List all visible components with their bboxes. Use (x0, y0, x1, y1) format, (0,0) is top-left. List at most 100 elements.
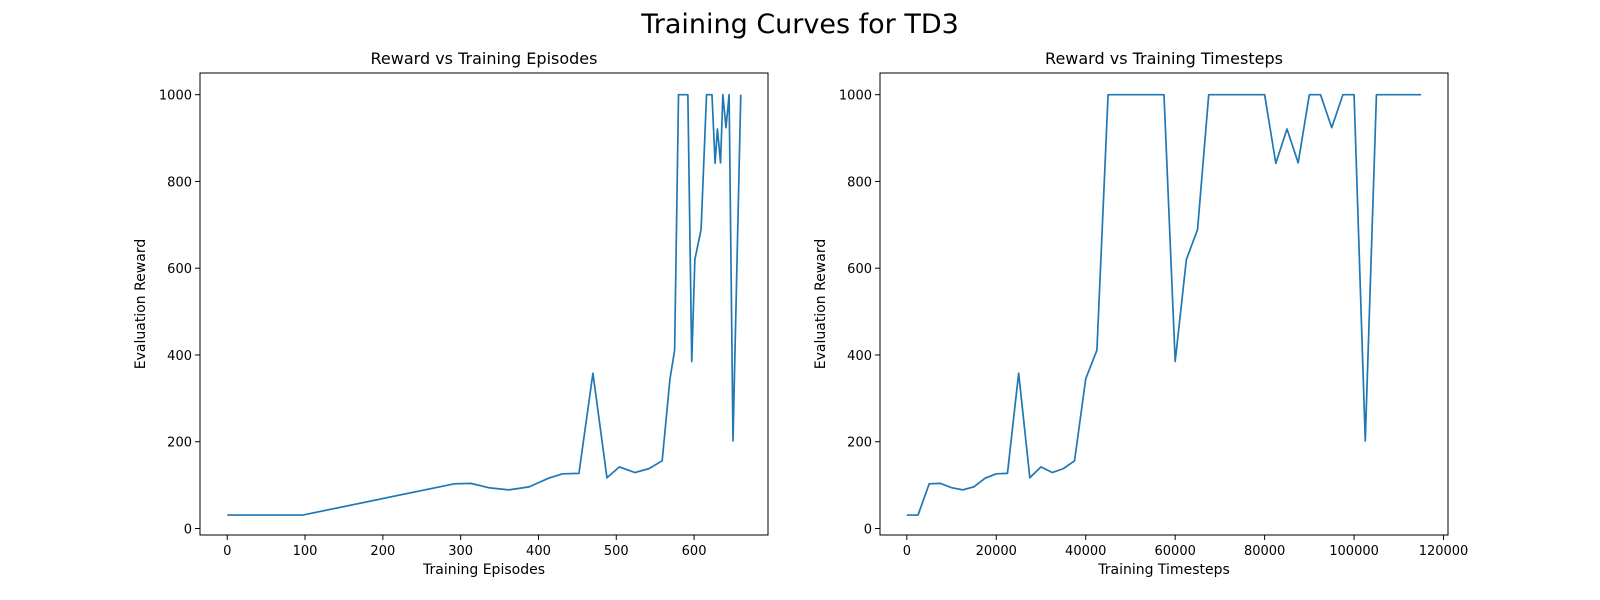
chart-reward-vs-episodes: 0 100 200 300 400 500 600 0 200 400 600 800 1000 Rewa… (133, 49, 769, 578)
data-point (578, 473, 580, 475)
data-point (674, 349, 676, 351)
data-point (1185, 259, 1187, 261)
x-tick-label: 100 (293, 544, 318, 559)
data-point (720, 162, 722, 164)
data-point (725, 127, 727, 129)
data-point (1096, 349, 1098, 351)
data-point (951, 487, 953, 489)
data-point (711, 94, 713, 96)
y-tick-label: 800 (167, 175, 192, 190)
y-tick-label: 400 (847, 349, 872, 364)
data-point (740, 94, 742, 96)
data-point (1062, 468, 1064, 470)
data-point (606, 477, 608, 479)
data-point (1264, 94, 1266, 96)
data-point (1230, 94, 1232, 96)
chart-reward-vs-timesteps: 0 20000 40000 60000 80000 100000 120000 0 200 400… (813, 49, 1468, 578)
y-axis-label: Evaluation Reward (813, 239, 829, 369)
y-tick-label: 1000 (159, 89, 192, 104)
axes-frame (199, 72, 769, 536)
x-tick-label: 500 (604, 544, 629, 559)
data-point (728, 94, 730, 96)
data-point (1331, 127, 1333, 129)
data-point (1018, 372, 1020, 374)
data-point (1107, 94, 1109, 96)
data-point (454, 483, 456, 485)
y-axis-label: Evaluation Reward (133, 239, 149, 369)
data-point (1398, 94, 1400, 96)
data-point (1286, 128, 1288, 130)
data-point (1409, 94, 1411, 96)
data-point (618, 466, 620, 468)
data-point (634, 472, 636, 474)
series-line (227, 93, 742, 516)
data-point (691, 361, 693, 363)
x-tick-label: 20000 (976, 544, 1017, 559)
data-point (1152, 94, 1154, 96)
x-tick-label: 0 (903, 544, 911, 559)
x-axis-label: Training Timesteps (1097, 562, 1230, 578)
data-point (732, 440, 734, 442)
data-point (678, 94, 680, 96)
data-point (548, 477, 550, 479)
y-tick-label: 0 (184, 522, 192, 537)
data-point (984, 477, 986, 479)
data-point (1007, 473, 1009, 475)
data-point (1353, 94, 1355, 96)
x-axis-label: Training Episodes (422, 562, 545, 578)
data-point (1275, 162, 1277, 164)
data-point (1241, 94, 1243, 96)
data-point (706, 94, 708, 96)
data-point (1163, 94, 1165, 96)
data-point (1118, 94, 1120, 96)
x-tick-label: 400 (526, 544, 551, 559)
y-tick-label: 1000 (839, 89, 872, 104)
data-point (687, 94, 689, 96)
data-point (928, 483, 930, 485)
data-point (1376, 94, 1378, 96)
x-tick-label: 600 (682, 544, 707, 559)
data-point (1074, 460, 1076, 462)
chart-title: Reward vs Training Episodes (371, 49, 598, 68)
data-point (1420, 94, 1422, 96)
x-tick-label: 300 (448, 544, 473, 559)
series-line (906, 93, 1422, 516)
x-tick-label: 0 (223, 544, 231, 559)
chart-title: Reward vs Training Timesteps (1045, 49, 1283, 68)
x-tick-label: 40000 (1065, 544, 1106, 559)
data-point (1387, 94, 1389, 96)
figure-suptitle: Training Curves for TD3 (640, 9, 959, 40)
data-point (1197, 229, 1199, 231)
x-tick-label: 100000 (1329, 544, 1379, 559)
y-tick-label: 600 (847, 262, 872, 277)
data-point (488, 487, 490, 489)
data-point (648, 468, 650, 470)
data-point (939, 482, 941, 484)
x-tick-label: 200 (370, 544, 395, 559)
data-point (962, 489, 964, 491)
data-point (1253, 94, 1255, 96)
y-tick-label: 200 (167, 436, 192, 451)
data-point (995, 473, 997, 475)
data-point (1051, 472, 1053, 474)
data-point (1208, 94, 1210, 96)
y-tick-label: 400 (167, 349, 192, 364)
data-point (528, 486, 530, 488)
data-point (1174, 361, 1176, 363)
data-point (1130, 94, 1132, 96)
data-point (508, 489, 510, 491)
data-point (917, 514, 919, 516)
data-point (562, 473, 564, 475)
data-point (722, 94, 724, 96)
data-point (470, 482, 472, 484)
data-point (1141, 94, 1143, 96)
x-tick-label: 120000 (1419, 544, 1469, 559)
data-point (1320, 94, 1322, 96)
data-point (714, 162, 716, 164)
data-point (1085, 378, 1087, 380)
y-tick-label: 0 (864, 522, 872, 537)
x-tick-label: 60000 (1155, 544, 1196, 559)
data-point (1297, 162, 1299, 164)
data-point (1040, 466, 1042, 468)
